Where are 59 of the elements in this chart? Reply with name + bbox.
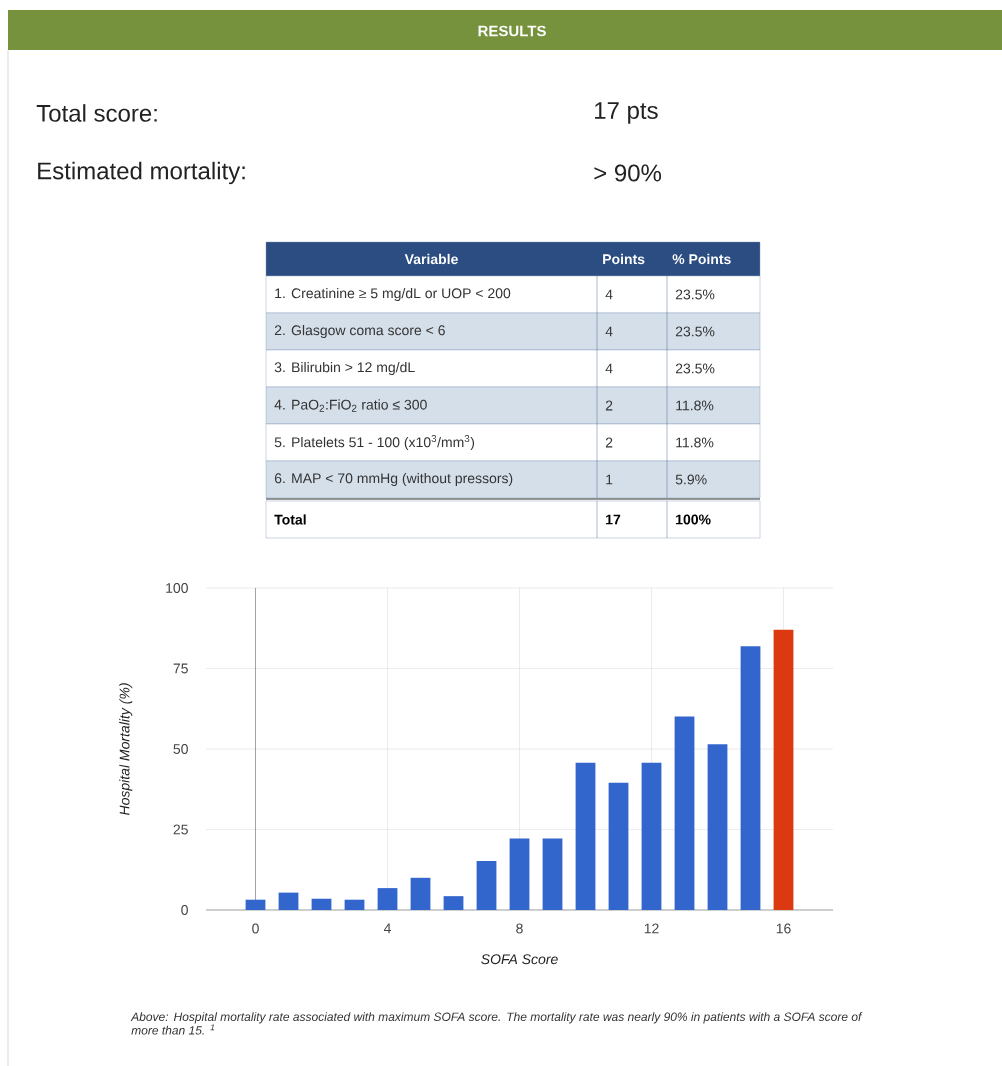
text: 5.9% xyxy=(675,474,707,485)
text: 5. Platelets 51 - 100 (x10$^{3}$/mm$^{3}$) xyxy=(274,435,475,450)
x-tick-label: 0 xyxy=(252,923,259,934)
bar xyxy=(740,646,761,910)
bar xyxy=(641,762,662,910)
y-tick-label: 50 xyxy=(173,744,188,754)
bar xyxy=(245,899,266,910)
bar xyxy=(311,898,332,910)
text: > 90% xyxy=(594,164,662,182)
text: Points xyxy=(603,253,645,265)
text: Variable xyxy=(404,253,458,265)
text: % Points xyxy=(672,253,731,265)
text: 100% xyxy=(676,514,711,525)
text: 17 xyxy=(606,514,621,525)
bar xyxy=(542,838,563,910)
text: 1 xyxy=(606,474,613,485)
text: Total xyxy=(274,514,306,525)
text: 4 xyxy=(605,363,613,374)
bar xyxy=(443,896,464,910)
y-tick-label: 25 xyxy=(173,824,188,835)
bar xyxy=(575,762,596,910)
text: 2. Glasgow coma score < 6 xyxy=(274,324,445,339)
text: 11.8% xyxy=(676,437,714,448)
bar xyxy=(608,782,629,910)
text: 4. PaO$_{2}$:FiO$_{2}$ ratio ≤ 300 xyxy=(274,399,427,412)
bar xyxy=(674,716,695,910)
text: RESULTS xyxy=(478,25,546,37)
bar xyxy=(773,629,794,910)
bar xyxy=(707,744,728,910)
text: Total score: xyxy=(36,104,157,122)
x-tick-label: 12 xyxy=(644,923,659,934)
bar xyxy=(377,888,398,910)
text: 6. MAP < 70 mmHg (without pressors) xyxy=(274,472,513,487)
bar xyxy=(278,892,299,910)
text: 23.5% xyxy=(675,363,715,374)
text: 23.5% xyxy=(675,326,715,337)
y-tick-label: 0 xyxy=(181,905,188,915)
bar xyxy=(410,877,431,910)
text: 23.5% xyxy=(675,289,715,300)
text: 2 xyxy=(605,400,613,411)
text: 2 xyxy=(605,437,613,448)
bar xyxy=(344,899,365,910)
text: 4 xyxy=(605,289,613,300)
text: 11.8% xyxy=(676,400,714,411)
text: 3. Bilirubin > 12 mg/dL xyxy=(274,361,415,376)
text: 1. Creatinine ≥ 5 mg/dL or UOP < 200 xyxy=(275,287,511,302)
x-tick-label: 16 xyxy=(776,923,791,934)
text: 4 xyxy=(605,326,613,337)
x-axis-title: SOFA Score xyxy=(481,954,558,965)
x-tick-label: 4 xyxy=(383,923,391,934)
text: 17 pts xyxy=(595,102,658,124)
y-tick-label: 100 xyxy=(166,583,188,593)
bar xyxy=(509,838,530,910)
y-tick-label: 75 xyxy=(173,663,188,674)
bar xyxy=(476,861,497,910)
text: Estimated mortality: xyxy=(38,161,245,185)
y-axis-title: Hospital Mortality (%) xyxy=(119,683,133,816)
text: Above: Hospital mortality rate associated with maximum SOFA score. The mortality rate was nearly 90% in patients with a SOFA score of more than 15. $^{1}$ xyxy=(130,1012,863,1035)
x-tick-label: 8 xyxy=(516,923,523,934)
